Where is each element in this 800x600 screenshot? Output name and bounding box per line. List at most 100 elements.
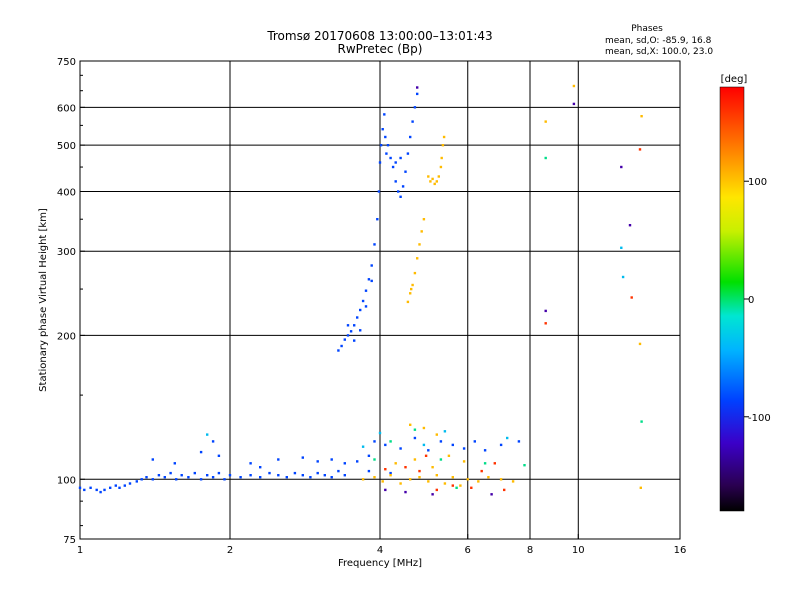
data-point: [503, 488, 506, 492]
x-tick-label: 6: [465, 545, 471, 556]
y-tick-label: 400: [57, 187, 76, 198]
x-tick-label: 10: [572, 545, 585, 556]
data-point: [301, 456, 304, 459]
x-tick-label: 4: [377, 545, 383, 556]
data-point: [383, 113, 386, 116]
data-point: [385, 152, 388, 155]
data-point: [506, 436, 509, 440]
data-point: [418, 243, 421, 246]
data-point: [473, 440, 476, 443]
data-point: [123, 484, 126, 487]
data-point: [406, 300, 410, 304]
data-point: [175, 478, 178, 481]
data-point: [499, 478, 503, 481]
data-point: [140, 478, 143, 481]
data-point: [630, 296, 633, 299]
data-point: [483, 462, 487, 465]
data-point: [418, 476, 421, 479]
data-point: [384, 135, 387, 139]
data-point: [359, 329, 362, 332]
data-point: [259, 466, 262, 469]
y-tick-label: 600: [57, 103, 76, 114]
data-point: [316, 460, 319, 463]
data-point: [435, 474, 438, 477]
data-point: [416, 92, 419, 96]
data-point: [373, 440, 376, 443]
data-point: [99, 490, 102, 494]
data-point: [309, 476, 312, 479]
y-tick-label: 200: [57, 331, 76, 342]
data-point: [145, 476, 148, 479]
data-point: [114, 484, 117, 487]
data-point: [173, 462, 176, 465]
data-point: [206, 474, 209, 477]
data-point: [118, 486, 121, 489]
x-tick-label: 8: [527, 545, 533, 556]
data-point: [404, 466, 407, 469]
data-point: [361, 299, 365, 303]
data-point: [389, 474, 392, 477]
data-point: [370, 264, 373, 267]
data-point: [277, 474, 280, 477]
stats-o-mode: mean, sd,O: -85.9, 16.8: [605, 36, 712, 46]
data-point: [381, 480, 384, 483]
colorbar-ticks: 100 0 -100: [744, 177, 771, 424]
data-point: [431, 466, 434, 469]
data-point: [367, 469, 371, 473]
data-point: [199, 478, 203, 481]
data-point: [364, 305, 368, 308]
data-point: [511, 480, 515, 483]
data-point: [346, 334, 350, 337]
data-point: [343, 462, 346, 465]
data-point: [544, 120, 547, 123]
data-point: [217, 471, 221, 475]
data-point: [239, 476, 242, 479]
x-tick-label: 1: [77, 545, 83, 556]
x-tick-label: 16: [674, 545, 687, 556]
data-point: [373, 243, 376, 246]
data-point: [638, 148, 642, 151]
data-point: [404, 170, 407, 173]
data-point: [441, 144, 445, 147]
data-point: [384, 443, 387, 447]
colorbar-tick-label: 0: [748, 295, 754, 306]
data-point: [440, 156, 443, 160]
data-point: [429, 180, 432, 183]
data-point: [544, 309, 547, 313]
data-point: [217, 454, 221, 457]
y-tick-label: 300: [57, 247, 76, 258]
data-point: [451, 484, 454, 487]
data-point: [378, 431, 382, 435]
data-point: [259, 476, 262, 479]
data-point: [431, 493, 434, 496]
data-point: [437, 175, 440, 178]
data-point: [193, 471, 196, 475]
data-point: [384, 488, 387, 492]
data-point: [640, 115, 643, 118]
grid: [80, 61, 680, 539]
data-point: [330, 476, 333, 479]
data-point: [89, 486, 92, 489]
data-point: [361, 478, 365, 481]
data-point: [572, 84, 576, 88]
data-point: [157, 474, 161, 477]
data-point: [413, 458, 417, 461]
data-point: [406, 152, 410, 155]
colorbar-label: [deg]: [721, 74, 748, 85]
data-point: [466, 478, 469, 481]
data-point: [399, 447, 402, 450]
data-point: [411, 120, 414, 123]
data-point: [399, 482, 402, 485]
data-point: [384, 468, 387, 471]
data-point: [367, 454, 371, 457]
data-point: [490, 493, 493, 496]
data-point: [416, 257, 419, 260]
colorbar-tick-label: -100: [748, 413, 771, 424]
data-point: [443, 482, 447, 485]
stats-title: Phases: [631, 24, 663, 34]
data-point: [523, 464, 526, 467]
data-point: [356, 316, 359, 319]
data-point: [293, 471, 297, 475]
data-point: [401, 185, 405, 188]
data-point: [413, 436, 417, 440]
